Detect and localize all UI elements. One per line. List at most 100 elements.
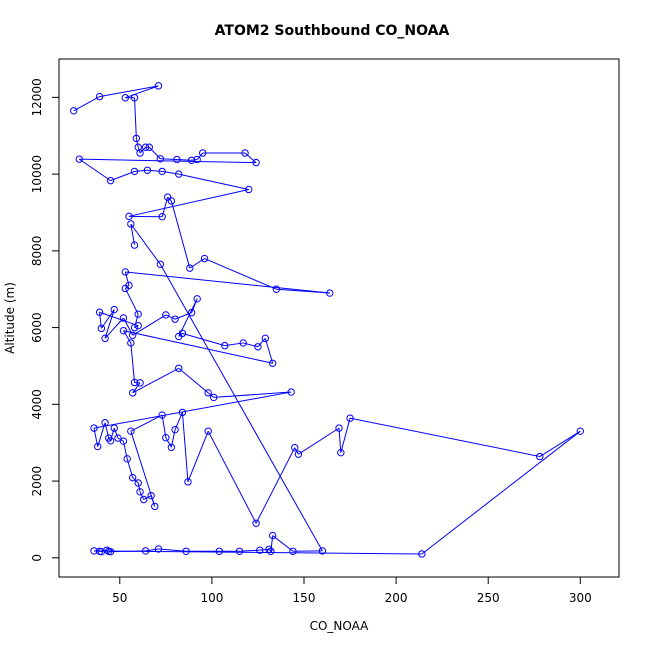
data-point — [130, 378, 139, 387]
plot-frame — [58, 58, 620, 578]
data-point — [210, 393, 218, 402]
data-point — [97, 547, 106, 556]
series-segment — [99, 85, 159, 98]
series-segment — [104, 422, 110, 439]
data-point — [291, 443, 299, 452]
data-point — [70, 107, 78, 115]
series-segment — [110, 170, 135, 182]
series-segment — [124, 285, 130, 289]
series-segment — [134, 97, 137, 139]
series-segment — [178, 173, 249, 190]
data-point — [121, 268, 130, 276]
data-point — [123, 455, 131, 463]
series-segment — [97, 422, 106, 447]
data-point — [134, 479, 142, 487]
series-segment — [255, 447, 296, 524]
data-point — [252, 158, 260, 167]
y-tick-label: 6000 — [30, 312, 44, 343]
series-segment — [204, 258, 277, 290]
data-point — [154, 545, 163, 553]
data-point — [245, 185, 253, 194]
data-point — [90, 547, 98, 555]
series-segment — [196, 152, 204, 160]
data-point — [136, 488, 144, 496]
series-segment — [165, 314, 176, 320]
data-point — [175, 170, 183, 178]
series-segment — [134, 169, 148, 172]
data-point — [121, 94, 130, 102]
data-point — [265, 545, 273, 554]
series-lines — [73, 85, 581, 555]
data-point — [140, 495, 148, 504]
y-tick-label: 2000 — [30, 466, 44, 497]
series-segment — [182, 332, 225, 347]
series-segment — [125, 85, 159, 99]
data-point — [576, 427, 585, 435]
series-segment — [139, 491, 145, 500]
series-segment — [349, 417, 540, 458]
data-point — [110, 305, 118, 314]
data-point — [239, 339, 247, 347]
data-point — [125, 212, 133, 221]
data-point — [128, 331, 137, 339]
data-point — [158, 411, 166, 419]
series-points — [70, 82, 585, 558]
series-segment — [213, 391, 292, 398]
data-point — [127, 427, 135, 435]
data-point — [141, 143, 150, 151]
data-point — [114, 434, 122, 442]
data-point — [326, 289, 334, 297]
x-tick-label: 250 — [477, 591, 500, 605]
data-point — [294, 450, 303, 458]
series-segment — [159, 264, 323, 552]
data-point — [268, 531, 277, 540]
data-point — [287, 388, 295, 396]
data-point — [75, 155, 83, 163]
series-segment — [123, 330, 273, 364]
data-point — [127, 339, 135, 347]
x-tick-label: 50 — [112, 591, 127, 605]
series-segment — [165, 437, 172, 448]
data-point — [134, 310, 142, 318]
series-segment — [99, 311, 139, 327]
data-point — [187, 308, 196, 317]
data-point — [106, 547, 115, 556]
series-segment — [143, 495, 152, 500]
data-point — [97, 324, 106, 333]
data-point — [167, 197, 176, 205]
data-point — [130, 167, 139, 176]
series-segment — [73, 96, 100, 112]
series-segment — [539, 430, 581, 457]
data-point — [268, 359, 277, 367]
series-segment — [187, 431, 209, 483]
y-tick-label: 0 — [30, 554, 44, 562]
series-segment — [110, 427, 115, 441]
data-point — [136, 149, 144, 157]
data-point — [163, 193, 172, 201]
data-point — [162, 311, 170, 319]
data-point — [171, 425, 179, 434]
series-segment — [160, 158, 177, 161]
series-segment — [132, 382, 141, 394]
data-point — [204, 427, 212, 435]
data-point — [173, 155, 181, 164]
series-segment — [124, 271, 130, 286]
series-segment — [110, 550, 146, 553]
data-point — [95, 92, 104, 101]
series-segment — [178, 332, 183, 337]
series-segment — [178, 367, 209, 394]
data-point — [93, 442, 102, 451]
series-segment — [259, 548, 270, 551]
series-segment — [132, 367, 179, 394]
data-point — [101, 419, 109, 427]
series-segment — [176, 159, 192, 161]
data-point — [182, 547, 190, 555]
series-segment — [128, 188, 249, 217]
series-segment — [257, 338, 266, 348]
data-point — [187, 156, 196, 164]
data-point — [154, 82, 163, 90]
data-point — [235, 547, 244, 555]
series-segment — [132, 314, 167, 336]
data-point — [106, 437, 115, 445]
series-segment — [189, 258, 205, 269]
